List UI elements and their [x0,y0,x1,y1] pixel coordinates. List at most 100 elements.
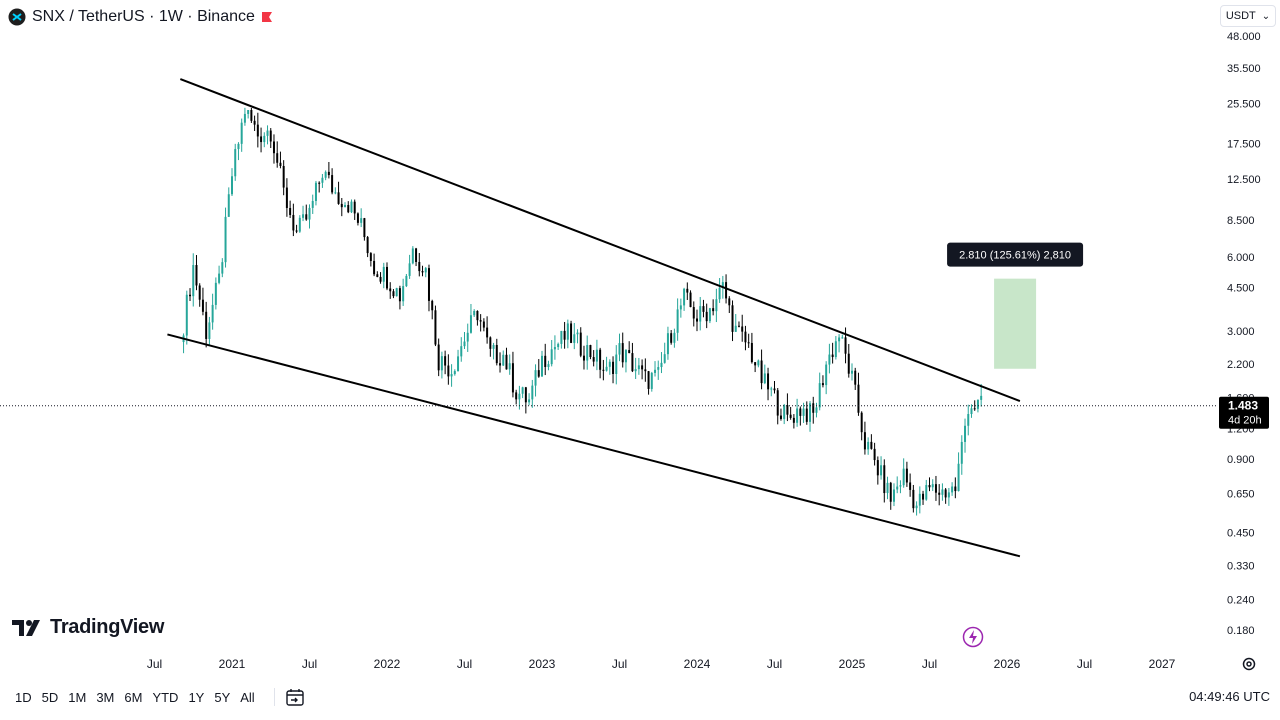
last-price-tag: 1.483 4d 20h [1219,396,1269,429]
candle [599,347,602,379]
candle [624,348,627,373]
candle [828,343,831,374]
timeframe-all[interactable]: All [240,689,255,705]
candle [463,332,466,350]
candle [195,255,198,291]
candle [434,305,437,347]
timeframe-1m[interactable]: 1M [68,689,87,705]
utc-clock[interactable]: 04:49:46 UTC [1189,689,1270,704]
timeframe-5y[interactable]: 5Y [214,689,231,705]
candle [482,318,485,332]
candle [734,314,737,332]
price-tick-label: 12.500 [1227,174,1261,186]
candle [909,473,912,497]
timeframe-ytd[interactable]: YTD [152,689,179,705]
candle [534,364,537,397]
candle [763,364,766,385]
candle [353,199,356,220]
candle [344,202,347,208]
upper-trendline[interactable] [179,78,1021,402]
candle [421,265,424,277]
candle [479,314,482,332]
candle [847,343,850,378]
candle [696,309,698,332]
candle [741,314,744,342]
candle [334,187,337,195]
candle [537,359,540,378]
candle [683,287,686,311]
candle [692,301,695,327]
timeframe-1d[interactable]: 1D [15,689,32,705]
flag-icon[interactable] [261,11,273,23]
tradingview-logo[interactable]: TradingView [12,616,164,639]
candle [783,403,786,425]
candle [876,456,879,485]
candle [398,285,401,310]
candle [576,329,579,344]
candle [705,303,708,329]
candle [208,316,211,346]
timeframe-6m[interactable]: 6M [124,689,143,705]
candle [350,199,353,214]
candle [382,262,385,289]
price-tick-label: 3.000 [1227,326,1255,338]
candle [431,299,434,320]
candle [595,339,598,371]
candle [870,434,873,450]
time-tick-label: 2025 [839,657,866,671]
candle [373,253,376,277]
candle [967,404,970,436]
lower-trendline[interactable] [167,333,1021,558]
candle [838,334,841,353]
candle [369,252,372,267]
price-range-box[interactable] [994,278,1037,369]
candle [582,345,585,370]
candle [440,351,443,379]
candle [205,301,208,348]
timeframe-5d[interactable]: 5D [41,689,59,705]
candle [931,479,934,492]
time-tick-label: Jul [612,657,627,671]
candle [453,369,456,376]
candle [415,247,418,267]
candle [508,354,511,375]
candle [198,283,201,307]
price-tick-label: 0.330 [1227,561,1255,573]
lightning-icon[interactable] [962,626,984,648]
candle [515,389,518,405]
candle [495,338,498,366]
candle [812,396,815,424]
candle [218,265,221,285]
candle [505,347,508,370]
price-tick-label: 0.900 [1227,454,1255,466]
candle [915,501,918,516]
symbol-header[interactable]: SNX / TetherUS · 1W · Binance [8,6,273,28]
timeframe-3m[interactable]: 3M [96,689,115,705]
candle [618,333,621,362]
currency-selector[interactable]: USDT ⌄ [1220,5,1276,27]
candle [502,350,505,366]
candle [899,480,902,494]
candle [363,217,366,241]
candle [863,421,866,455]
price-range-tooltip: 2.810 (125.61%) 2,810 [947,242,1084,267]
candle [821,375,824,388]
candle [492,342,495,360]
candle [770,386,773,397]
candle [731,300,734,342]
candle [621,332,624,368]
settings-gear-icon[interactable] [1240,655,1258,673]
candle [221,258,224,278]
timeframe-1y[interactable]: 1Y [188,689,205,705]
candle [237,142,240,161]
candle [331,168,334,195]
candle [444,350,447,375]
time-tick-label: Jul [1077,657,1092,671]
calendar-goto-icon[interactable] [285,687,305,707]
candle [185,290,188,345]
candle [295,224,298,234]
candle [825,361,828,395]
candle [182,333,185,354]
candle [834,335,837,360]
